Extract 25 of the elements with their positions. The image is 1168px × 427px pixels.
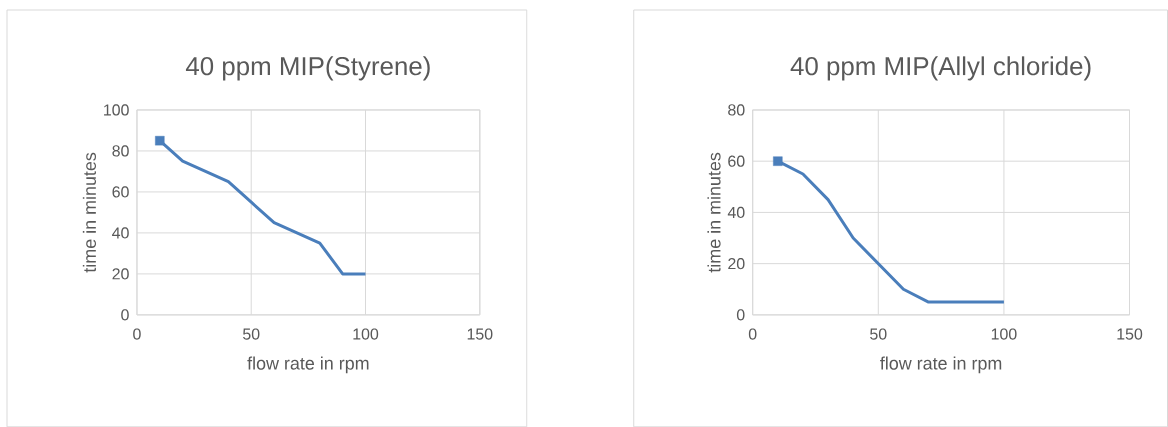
x-tick-label: 100	[991, 328, 1017, 340]
x-tick-label: 50	[870, 328, 887, 340]
x-axis-title: flow rate in rpm	[880, 356, 1002, 374]
y-tick-label: 100	[104, 104, 129, 116]
y-tick-label: 40	[727, 206, 745, 218]
y-tick-label: 80	[112, 145, 129, 157]
y-tick-label: 80	[728, 104, 745, 116]
x-tick-label: 150	[467, 328, 493, 340]
x-tick-label: 0	[133, 328, 141, 340]
y-tick-label: 20	[728, 257, 745, 270]
chart-title: 40 ppm MIP(Allyl chloride)	[790, 56, 1091, 81]
x-tick-label: 100	[353, 328, 379, 340]
y-tick-label: 60	[728, 155, 745, 167]
x-tick-label: 0	[748, 328, 757, 340]
y-tick-label: 20	[112, 268, 129, 280]
y-axis-title: time in minutes	[82, 152, 97, 273]
y-axis-title: time in minutes	[707, 152, 721, 273]
x-axis-title: flow rate in rpm	[247, 356, 369, 374]
chart-title: 40 ppm MIP(Styrene)	[185, 56, 430, 81]
x-tick-label: 50	[243, 328, 260, 340]
y-tick-label: 0	[121, 309, 129, 321]
x-tick-label: 150	[1117, 328, 1143, 340]
y-tick-label: 40	[112, 227, 129, 239]
y-tick-label: 0	[736, 309, 745, 321]
y-tick-label: 60	[112, 186, 129, 198]
